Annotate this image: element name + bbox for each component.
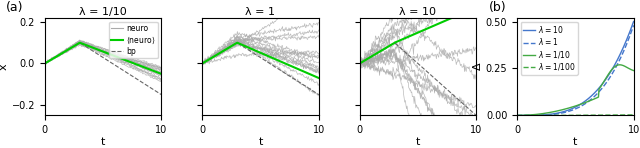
X-axis label: t: t — [573, 137, 577, 147]
$\lambda = 1/100$ — [630, 114, 637, 116]
Title: λ = 1: λ = 1 — [246, 7, 275, 17]
$\lambda = 1/100$ — [520, 115, 528, 116]
Text: (a): (a) — [6, 1, 24, 14]
Line: $\lambda = 1$: $\lambda = 1$ — [517, 25, 634, 115]
$\lambda = 1$ — [624, 40, 632, 42]
$\lambda = 1/100$ — [620, 114, 627, 116]
$\lambda = 1$ — [544, 114, 552, 116]
$\lambda = 1/10$ — [630, 70, 637, 71]
$\lambda = 1/100$ — [535, 115, 543, 116]
Line: $\lambda = 10$: $\lambda = 10$ — [517, 21, 634, 115]
Text: (b): (b) — [489, 1, 507, 14]
Title: λ = 10: λ = 10 — [399, 7, 436, 17]
$\lambda = 1/10$ — [520, 114, 528, 116]
$\lambda = 10$ — [630, 21, 637, 22]
Line: $\lambda = 1/10$: $\lambda = 1/10$ — [517, 65, 634, 115]
$\lambda = 1$ — [518, 115, 525, 116]
$\lambda = 10$ — [520, 115, 528, 116]
$\lambda = 10$ — [535, 114, 543, 116]
$\lambda = 1/100$ — [544, 115, 552, 116]
$\lambda = 1/10$ — [518, 115, 525, 116]
$\lambda = 1/10$ — [625, 67, 632, 69]
$\lambda = 1$ — [535, 114, 543, 116]
$\lambda = 1/10$ — [620, 65, 628, 67]
X-axis label: t: t — [416, 137, 420, 147]
$\lambda = 10$ — [624, 36, 632, 38]
Legend: neuro, $\langle$neuro$\rangle$, bp: neuro, $\langle$neuro$\rangle$, bp — [109, 22, 157, 58]
Y-axis label: x: x — [0, 63, 9, 70]
$\lambda = 1/100$ — [624, 114, 632, 116]
$\lambda = 1/100$ — [518, 115, 525, 116]
$\lambda = 1$ — [520, 115, 528, 116]
$\lambda = 1/10$ — [535, 113, 543, 115]
$\lambda = 1$ — [513, 115, 521, 116]
$\lambda = 10$ — [620, 46, 627, 48]
$\lambda = 1/100$ — [513, 115, 521, 116]
$\lambda = 10$ — [544, 114, 552, 115]
Title: λ = 1/10: λ = 1/10 — [79, 7, 127, 17]
X-axis label: t: t — [259, 137, 262, 147]
$\lambda = 1$ — [630, 24, 637, 26]
$\lambda = 10$ — [513, 115, 521, 116]
Y-axis label: Δ: Δ — [473, 63, 483, 70]
X-axis label: t: t — [101, 137, 106, 147]
Legend: $\lambda = 10$, $\lambda = 1$, $\lambda = 1/10$, $\lambda = 1/100$: $\lambda = 10$, $\lambda = 1$, $\lambda … — [521, 22, 578, 75]
$\lambda = 10$ — [518, 115, 525, 116]
$\lambda = 1/10$ — [544, 112, 552, 114]
$\lambda = 1$ — [620, 50, 627, 52]
$\lambda = 1/10$ — [616, 64, 623, 66]
$\lambda = 1/10$ — [513, 115, 521, 116]
